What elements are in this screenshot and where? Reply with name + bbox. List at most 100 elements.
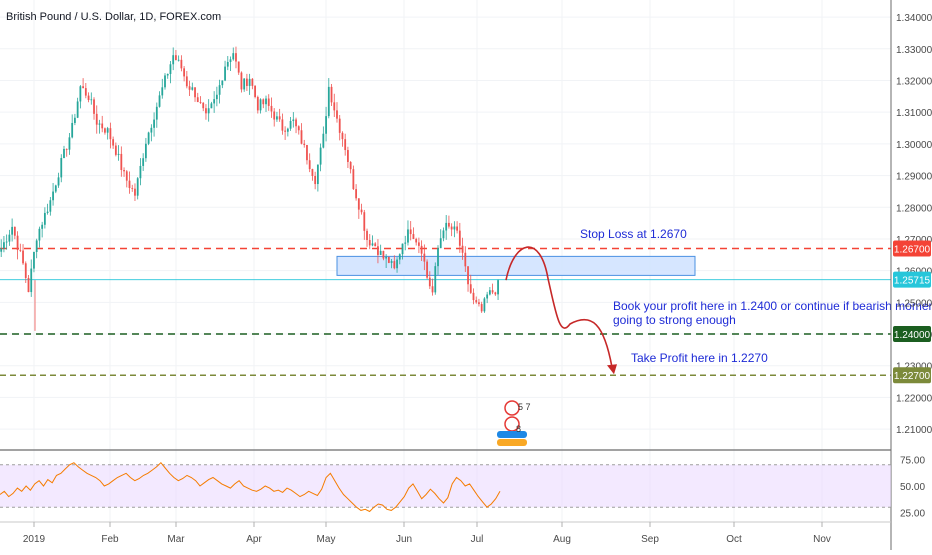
candle-body xyxy=(464,252,467,267)
candle-body xyxy=(308,160,311,170)
candle-body xyxy=(396,259,398,269)
candle-body xyxy=(357,198,360,210)
price-tick-label: 1.29000 xyxy=(896,172,932,183)
candle-body xyxy=(104,128,106,133)
candle-body xyxy=(87,95,90,100)
candle-body xyxy=(114,145,117,155)
last-price-tag[interactable] xyxy=(893,271,931,288)
candle-body xyxy=(13,226,16,236)
candle-body xyxy=(292,119,295,121)
candle-body xyxy=(265,98,267,105)
candle-body xyxy=(314,175,317,185)
candle-body xyxy=(224,66,226,81)
book-profit-annotation: Book your profit here in 1.2400 or conti… xyxy=(613,299,932,313)
candle-body xyxy=(366,230,368,241)
candle-body xyxy=(248,78,251,86)
candle-body xyxy=(93,99,95,114)
candle-body xyxy=(207,108,210,114)
candle-body xyxy=(289,120,292,129)
candle-body xyxy=(319,147,322,165)
candle-body xyxy=(22,250,24,264)
event-count-bottom: 8 xyxy=(516,424,521,434)
candle-body xyxy=(259,99,262,111)
candle-body xyxy=(445,222,448,231)
book-profit-annotation-line2: going to strong enough xyxy=(613,313,736,327)
take-price-tag[interactable] xyxy=(893,367,931,384)
candle-body xyxy=(98,123,101,125)
candle-body xyxy=(387,256,390,263)
rsi-tick-label: 50.00 xyxy=(900,482,925,493)
projection-arrow xyxy=(505,246,613,368)
candle-body xyxy=(210,103,213,109)
candle-body xyxy=(377,246,379,255)
candle-body xyxy=(431,286,434,293)
candle-body xyxy=(199,102,202,103)
candle-body xyxy=(267,98,270,106)
candle-body xyxy=(461,245,464,253)
candle-body xyxy=(164,75,166,88)
price-levels xyxy=(0,247,891,376)
candle-body xyxy=(60,158,63,178)
candle-body xyxy=(41,224,44,229)
candle-body xyxy=(480,304,483,312)
candle-body xyxy=(175,55,177,61)
target-price-tag[interactable] xyxy=(893,326,931,343)
candle-body xyxy=(404,242,407,244)
candle-body xyxy=(458,230,461,246)
candle-body xyxy=(368,240,371,246)
candle-body xyxy=(306,144,308,161)
time-tick-label: Oct xyxy=(726,534,742,545)
candle-body xyxy=(11,226,14,235)
candle-body xyxy=(423,253,426,262)
candle-body xyxy=(49,200,52,212)
resistance-zone[interactable] xyxy=(336,255,696,276)
stop-loss-annotation: Stop Loss at 1.2670 xyxy=(580,227,687,241)
candle-body xyxy=(483,298,486,312)
candle-body xyxy=(128,180,131,188)
candle-body xyxy=(161,87,164,96)
candle-body xyxy=(109,128,112,140)
candle-body xyxy=(33,251,35,269)
event-badge[interactable]: 5 7 8 xyxy=(497,400,531,446)
candle-body xyxy=(390,261,393,263)
time-axis[interactable]: 2019 Feb Mar Apr May Jun Jul Aug Sep Oct Nov xyxy=(23,522,831,545)
candle-body xyxy=(112,139,115,146)
candle-body xyxy=(5,241,8,243)
candle-body xyxy=(194,87,196,98)
time-tick-label: 2019 xyxy=(23,534,46,545)
price-tick-label: 1.25000 xyxy=(896,298,932,309)
candle-body xyxy=(237,61,240,73)
candle-body xyxy=(286,128,289,132)
candle-body xyxy=(371,243,374,246)
candle-body xyxy=(123,170,125,172)
candle-body xyxy=(281,119,284,131)
candle-body xyxy=(273,111,276,120)
candle-body xyxy=(229,59,232,63)
candle-body xyxy=(74,117,76,123)
candle-body xyxy=(142,158,145,166)
candle-body xyxy=(131,187,134,189)
candle-body xyxy=(215,94,218,100)
candle-body xyxy=(349,161,352,170)
stop-price-tag[interactable] xyxy=(893,240,931,257)
price-tick-label: 1.34000 xyxy=(896,13,932,24)
candle-body xyxy=(415,238,418,243)
candle-body xyxy=(205,108,207,114)
candle-body xyxy=(65,148,68,150)
candle-body xyxy=(336,110,338,119)
candle-body xyxy=(150,127,153,133)
uk-flag-icon xyxy=(497,439,527,446)
candle-body xyxy=(256,96,259,111)
candle-body xyxy=(54,185,57,192)
candle-body xyxy=(450,226,453,230)
rsi-tick-label: 25.00 xyxy=(900,509,925,520)
price-tick-label: 1.27000 xyxy=(896,235,932,246)
candle-body xyxy=(106,128,109,133)
rsi-tick-label: 75.00 xyxy=(900,455,925,466)
candle-body xyxy=(409,229,412,235)
candle-body xyxy=(382,250,385,259)
candle-body xyxy=(448,222,450,227)
candle-body xyxy=(240,72,243,90)
